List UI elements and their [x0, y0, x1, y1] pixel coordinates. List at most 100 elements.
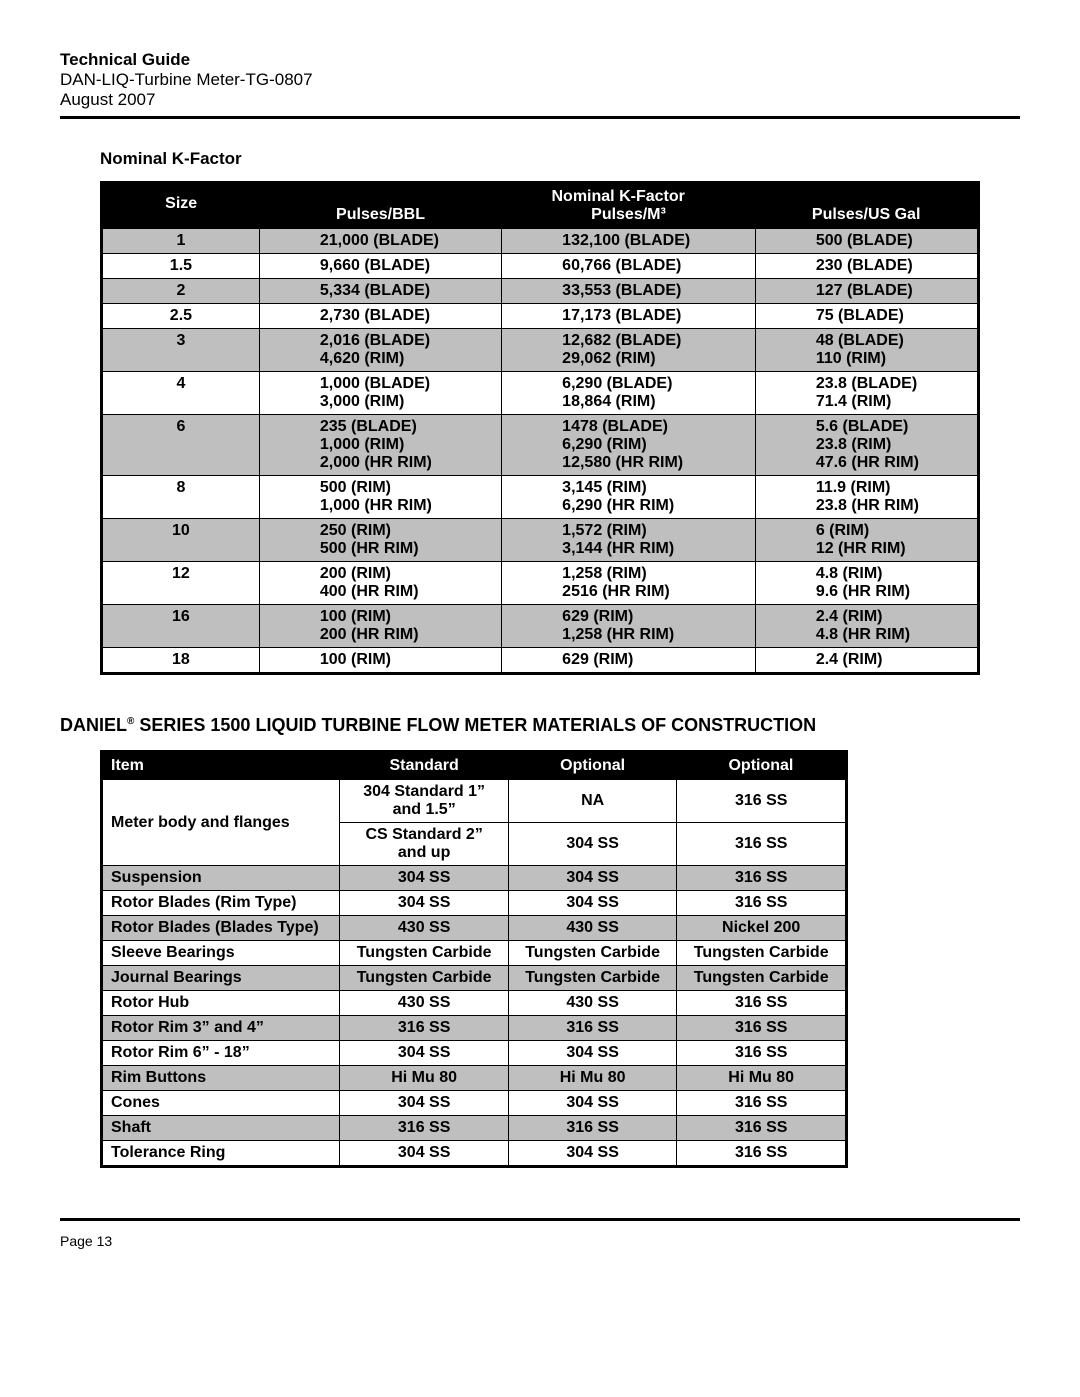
materials-item-cell: Shaft — [102, 1116, 340, 1141]
kfactor-m3-cell: 629 (RIM)1,258 (HR RIM) — [502, 605, 756, 648]
table-row: Rotor Blades (Rim Type)304 SS304 SS316 S… — [102, 891, 847, 916]
materials-optional-cell: 316 SS — [677, 891, 847, 916]
materials-col-optional2: Optional — [677, 752, 847, 780]
kfactor-bbl-cell: 9,660 (BLADE) — [259, 254, 501, 279]
materials-col-optional1: Optional — [508, 752, 676, 780]
kfactor-bbl-cell: 1,000 (BLADE)3,000 (RIM) — [259, 372, 501, 415]
table-row: Cones304 SS304 SS316 SS — [102, 1091, 847, 1116]
materials-optional-cell: 430 SS — [508, 991, 676, 1016]
kfactor-gal-cell: 75 (BLADE) — [755, 304, 978, 329]
materials-item-cell: Rotor Rim 6” - 18” — [102, 1041, 340, 1066]
kfactor-bbl-cell: 100 (RIM) — [259, 648, 501, 674]
doc-title: Technical Guide — [60, 50, 1020, 70]
materials-optional-cell: 316 SS — [677, 991, 847, 1016]
materials-item-cell: Rotor Blades (Rim Type) — [102, 891, 340, 916]
materials-optional-cell: 304 SS — [508, 823, 676, 866]
materials-optional-cell: Tungsten Carbide — [508, 941, 676, 966]
doc-id: DAN-LIQ-Turbine Meter-TG-0807 — [60, 70, 1020, 90]
kfactor-bbl-cell: 500 (RIM)1,000 (HR RIM) — [259, 476, 501, 519]
kfactor-gal-cell: 48 (BLADE)110 (RIM) — [755, 329, 978, 372]
kfactor-table: Size Nominal K-Factor Pulses/BBL Pulses/… — [100, 181, 980, 675]
materials-item-cell: Tolerance Ring — [102, 1141, 340, 1167]
kfactor-col-m3: Pulses/M³ — [502, 206, 756, 229]
table-row: 25,334 (BLADE)33,553 (BLADE)127 (BLADE) — [102, 279, 979, 304]
materials-item-cell: Rotor Rim 3” and 4” — [102, 1016, 340, 1041]
materials-item-cell: Sleeve Bearings — [102, 941, 340, 966]
kfactor-bbl-cell: 250 (RIM)500 (HR RIM) — [259, 519, 501, 562]
kfactor-size-cell: 12 — [102, 562, 260, 605]
materials-optional-cell: 304 SS — [508, 1091, 676, 1116]
kfactor-m3-cell: 12,682 (BLADE)29,062 (RIM) — [502, 329, 756, 372]
kfactor-gal-cell: 6 (RIM)12 (HR RIM) — [755, 519, 978, 562]
page-number: Page 13 — [60, 1233, 1020, 1249]
materials-optional-cell: 316 SS — [677, 1041, 847, 1066]
table-row: Rim ButtonsHi Mu 80Hi Mu 80Hi Mu 80 — [102, 1066, 847, 1091]
kfactor-m3-cell: 1478 (BLADE)6,290 (RIM)12,580 (HR RIM) — [502, 415, 756, 476]
table-row: Sleeve BearingsTungsten CarbideTungsten … — [102, 941, 847, 966]
kfactor-bbl-cell: 2,730 (BLADE) — [259, 304, 501, 329]
kfactor-bbl-cell: 100 (RIM)200 (HR RIM) — [259, 605, 501, 648]
kfactor-gal-cell: 2.4 (RIM) — [755, 648, 978, 674]
table-row: 10250 (RIM)500 (HR RIM)1,572 (RIM)3,144 … — [102, 519, 979, 562]
materials-standard-cell: 430 SS — [340, 916, 508, 941]
kfactor-size-cell: 1.5 — [102, 254, 260, 279]
table-row: Rotor Rim 3” and 4”316 SS316 SS316 SS — [102, 1016, 847, 1041]
kfactor-size-cell: 16 — [102, 605, 260, 648]
kfactor-bbl-cell: 200 (RIM)400 (HR RIM) — [259, 562, 501, 605]
materials-item-cell: Suspension — [102, 866, 340, 891]
kfactor-gal-cell: 500 (BLADE) — [755, 229, 978, 254]
materials-item-cell: Rim Buttons — [102, 1066, 340, 1091]
table-row: 41,000 (BLADE)3,000 (RIM)6,290 (BLADE)18… — [102, 372, 979, 415]
materials-optional-cell: NA — [508, 780, 676, 823]
kfactor-size-cell: 8 — [102, 476, 260, 519]
doc-date: August 2007 — [60, 90, 1020, 110]
kfactor-m3-cell: 60,766 (BLADE) — [502, 254, 756, 279]
materials-optional-cell: 304 SS — [508, 891, 676, 916]
table-row: Tolerance Ring304 SS304 SS316 SS — [102, 1141, 847, 1167]
table-row: 1.59,660 (BLADE)60,766 (BLADE)230 (BLADE… — [102, 254, 979, 279]
kfactor-size-cell: 4 — [102, 372, 260, 415]
materials-standard-cell: 304 SS — [340, 1091, 508, 1116]
kfactor-col-gal: Pulses/US Gal — [755, 206, 978, 229]
kfactor-m3-cell: 629 (RIM) — [502, 648, 756, 674]
table-row: Rotor Hub430 SS430 SS316 SS — [102, 991, 847, 1016]
kfactor-gal-cell: 5.6 (BLADE)23.8 (RIM)47.6 (HR RIM) — [755, 415, 978, 476]
kfactor-m3-cell: 6,290 (BLADE)18,864 (RIM) — [502, 372, 756, 415]
materials-optional-cell: 304 SS — [508, 1041, 676, 1066]
table-row: 12200 (RIM)400 (HR RIM)1,258 (RIM)2516 (… — [102, 562, 979, 605]
kfactor-col-bbl: Pulses/BBL — [259, 206, 501, 229]
footer-rule — [60, 1218, 1020, 1221]
kfactor-size-cell: 18 — [102, 648, 260, 674]
materials-optional-cell: 316 SS — [508, 1116, 676, 1141]
kfactor-gal-cell: 230 (BLADE) — [755, 254, 978, 279]
materials-optional-cell: 304 SS — [508, 1141, 676, 1167]
materials-standard-cell: 430 SS — [340, 991, 508, 1016]
materials-title: DANIEL® SERIES 1500 LIQUID TURBINE FLOW … — [60, 715, 1020, 736]
materials-standard-cell: 304 Standard 1”and 1.5” — [340, 780, 508, 823]
kfactor-super-header: Nominal K-Factor — [259, 183, 978, 207]
kfactor-table-wrap: Size Nominal K-Factor Pulses/BBL Pulses/… — [100, 181, 980, 675]
table-row: Shaft316 SS316 SS316 SS — [102, 1116, 847, 1141]
materials-optional-cell: 304 SS — [508, 866, 676, 891]
materials-item-cell: Rotor Blades (Blades Type) — [102, 916, 340, 941]
materials-item-cell: Meter body and flanges — [102, 780, 340, 866]
materials-optional-cell: 430 SS — [508, 916, 676, 941]
materials-standard-cell: 304 SS — [340, 1041, 508, 1066]
kfactor-m3-cell: 33,553 (BLADE) — [502, 279, 756, 304]
table-row: Rotor Rim 6” - 18”304 SS304 SS316 SS — [102, 1041, 847, 1066]
table-row: 32,016 (BLADE)4,620 (RIM)12,682 (BLADE)2… — [102, 329, 979, 372]
kfactor-size-cell: 6 — [102, 415, 260, 476]
kfactor-size-cell: 1 — [102, 229, 260, 254]
table-row: Journal BearingsTungsten CarbideTungsten… — [102, 966, 847, 991]
materials-standard-cell: 316 SS — [340, 1016, 508, 1041]
kfactor-gal-cell: 23.8 (BLADE)71.4 (RIM) — [755, 372, 978, 415]
kfactor-m3-cell: 132,100 (BLADE) — [502, 229, 756, 254]
table-row: 16100 (RIM)200 (HR RIM)629 (RIM)1,258 (H… — [102, 605, 979, 648]
header-rule — [60, 116, 1020, 119]
kfactor-gal-cell: 11.9 (RIM)23.8 (HR RIM) — [755, 476, 978, 519]
materials-table: Item Standard Optional Optional Meter bo… — [100, 750, 848, 1168]
kfactor-bbl-cell: 235 (BLADE)1,000 (RIM)2,000 (HR RIM) — [259, 415, 501, 476]
materials-optional-cell: 316 SS — [508, 1016, 676, 1041]
materials-standard-cell: 304 SS — [340, 1141, 508, 1167]
doc-header: Technical Guide DAN-LIQ-Turbine Meter-TG… — [60, 50, 1020, 110]
